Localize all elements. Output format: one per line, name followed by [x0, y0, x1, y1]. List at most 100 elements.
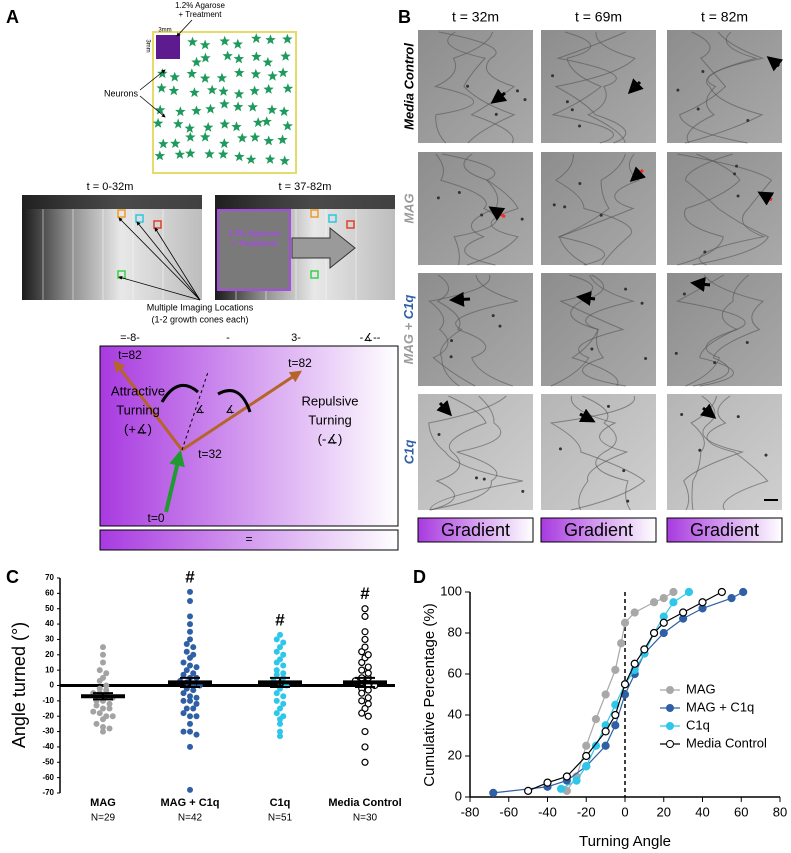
diagram-header: -: [226, 332, 230, 344]
data-point: [193, 664, 200, 671]
neuron-star: [156, 82, 167, 93]
neuron-star: [187, 36, 198, 47]
data-point: [187, 662, 193, 669]
time-lapse-image: [418, 152, 533, 265]
overview-band: [22, 195, 202, 209]
panel-label: D: [413, 567, 426, 587]
data-point: [106, 725, 113, 732]
data-point: [100, 644, 106, 651]
y-axis-label: Angle turned (°): [9, 622, 29, 748]
neuron-star: [185, 148, 196, 158]
x-tick-label: -60: [499, 804, 518, 819]
data-point: [280, 662, 287, 669]
neuron-star: [152, 117, 164, 128]
data-point: [187, 588, 193, 595]
overview-stripe: [355, 209, 357, 300]
data-point: [364, 669, 372, 677]
growth-cone-arrow: [576, 291, 596, 306]
growth-cone-arrow: [757, 191, 775, 206]
neurons-label: Neurons: [104, 88, 139, 98]
turn-label: (+∡): [124, 421, 152, 436]
data-point: [187, 697, 193, 704]
neuron-star: [199, 39, 211, 50]
neuron-star: [267, 70, 278, 81]
data-point: [100, 651, 106, 658]
overlay-label: 1.2% Agarose: [228, 229, 281, 238]
panel-label: B: [398, 7, 411, 27]
debris: [696, 107, 700, 111]
arc-label: ∡: [195, 404, 205, 416]
debris: [745, 340, 749, 344]
neuron-star: [202, 122, 214, 132]
data-point: [187, 636, 193, 643]
debris: [437, 433, 441, 437]
neuron-star: [263, 135, 274, 146]
neurite: [429, 395, 502, 511]
neuron-star: [277, 134, 288, 145]
neurite: [549, 395, 646, 511]
turn-label: Turning: [308, 412, 352, 427]
y-tick-label: -50: [42, 757, 54, 766]
diagram-header: -∡--: [360, 332, 381, 344]
legend-marker: [666, 740, 674, 748]
series-point: [659, 628, 668, 638]
time-lapse-image: [667, 273, 782, 386]
data-point: [100, 728, 106, 735]
growth-cone-arrow: [490, 88, 508, 104]
neuron-star: [170, 138, 181, 149]
series-point: [556, 784, 566, 793]
data-point: [190, 705, 197, 712]
x-tick-label: -40: [538, 804, 557, 819]
data-point: [364, 712, 372, 720]
time-lapse-image: [418, 273, 533, 386]
neuron-star: [251, 51, 262, 62]
debris: [482, 477, 486, 481]
data-point: [361, 743, 369, 751]
neuron-star: [231, 121, 242, 132]
data-point: [190, 651, 197, 658]
y-tick-label: 60: [45, 588, 54, 597]
legend-label: MAG + C1q: [686, 699, 754, 714]
y-tick-label: 100: [440, 583, 462, 598]
time-lapse-image: [667, 30, 782, 143]
pointer: [118, 275, 201, 301]
data-point: [358, 666, 366, 674]
series-point: [620, 618, 630, 627]
mid-label: t=32: [198, 447, 222, 461]
data-point: [273, 697, 280, 704]
debris: [606, 404, 610, 408]
series-point: [684, 587, 694, 597]
data-point: [180, 710, 187, 717]
data-point: [93, 702, 100, 709]
debris: [457, 191, 461, 195]
neuron-star: [280, 50, 291, 61]
series-line: [566, 591, 674, 792]
data-point: [187, 713, 193, 720]
neuron-star: [173, 118, 184, 129]
data-point: [358, 697, 366, 705]
dimension: 3mm: [144, 39, 150, 52]
neurite: [554, 153, 633, 266]
y-tick-label: 20: [448, 747, 462, 762]
growth-cone-arrow: [578, 408, 596, 423]
series-point: [698, 598, 707, 607]
y-tick-label: 80: [448, 624, 462, 639]
data-point: [280, 639, 287, 646]
pointer: [118, 217, 201, 301]
series-point: [617, 639, 626, 648]
debris: [480, 213, 484, 217]
legend-marker: [666, 686, 674, 694]
debris: [735, 164, 739, 168]
pointer: [176, 19, 193, 37]
imaging-note: Multiple Imaging Locations: [147, 302, 254, 312]
gradient-label: Gradient: [564, 520, 633, 540]
debris: [701, 69, 705, 73]
neurite: [551, 31, 614, 144]
neurite: [581, 395, 631, 511]
neuron-star: [250, 68, 262, 79]
neuron-star: [174, 149, 186, 159]
gradient-box: [417, 517, 534, 543]
neuron-star: [219, 138, 230, 149]
neurite: [428, 274, 491, 387]
debris: [552, 203, 556, 207]
